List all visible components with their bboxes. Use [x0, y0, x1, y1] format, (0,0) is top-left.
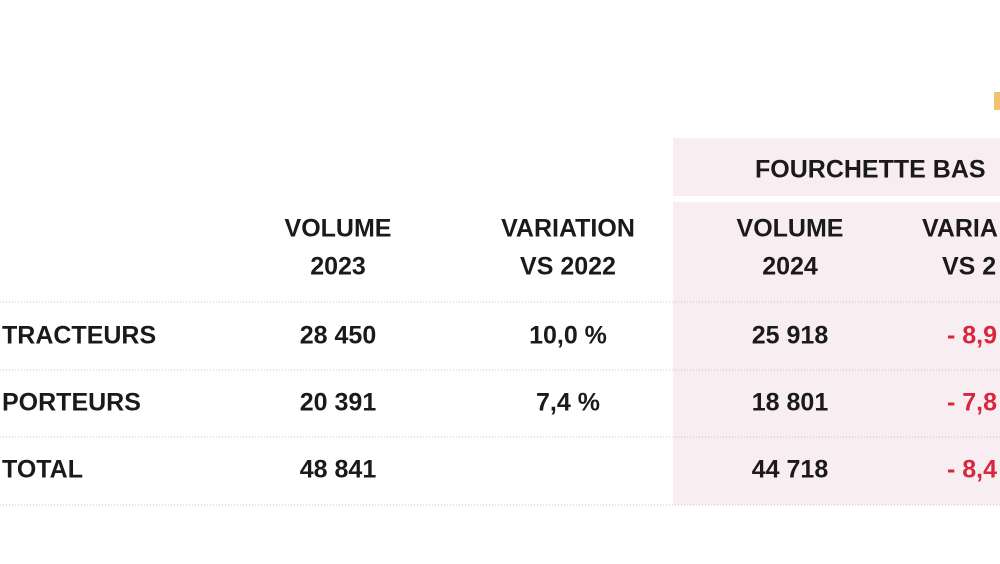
- group-header: FOURCHETTE BAS: [755, 156, 986, 184]
- corner-accent: [994, 92, 1000, 110]
- column-header: VOLUME: [285, 215, 392, 243]
- column-header: VS 2022: [520, 253, 616, 281]
- column-header: VARIATION: [501, 215, 635, 243]
- group-header-bg: [673, 138, 1000, 196]
- cell: - 8,4: [947, 456, 997, 484]
- column-header: 2023: [310, 253, 366, 281]
- cell: 44 718: [752, 456, 829, 484]
- column-header: VS 2: [942, 253, 996, 281]
- column-header: VARIA: [922, 215, 998, 243]
- cell: - 7,8: [947, 389, 997, 417]
- row-label: TOTAL: [2, 456, 83, 484]
- column-header: 2024: [762, 253, 818, 281]
- group-body-bg: [673, 202, 1000, 505]
- cell: 7,4 %: [536, 389, 600, 417]
- row-label: PORTEURS: [2, 389, 141, 417]
- cell: 28 450: [300, 322, 376, 350]
- cell: 18 801: [752, 389, 829, 417]
- cell: - 8,9: [947, 322, 997, 350]
- column-header: VOLUME: [737, 215, 844, 243]
- cell: 25 918: [752, 322, 829, 350]
- cell: 20 391: [300, 389, 377, 417]
- row-label: TRACTEURS: [2, 322, 156, 350]
- cell: 10,0 %: [529, 322, 607, 350]
- cell: 48 841: [300, 456, 377, 484]
